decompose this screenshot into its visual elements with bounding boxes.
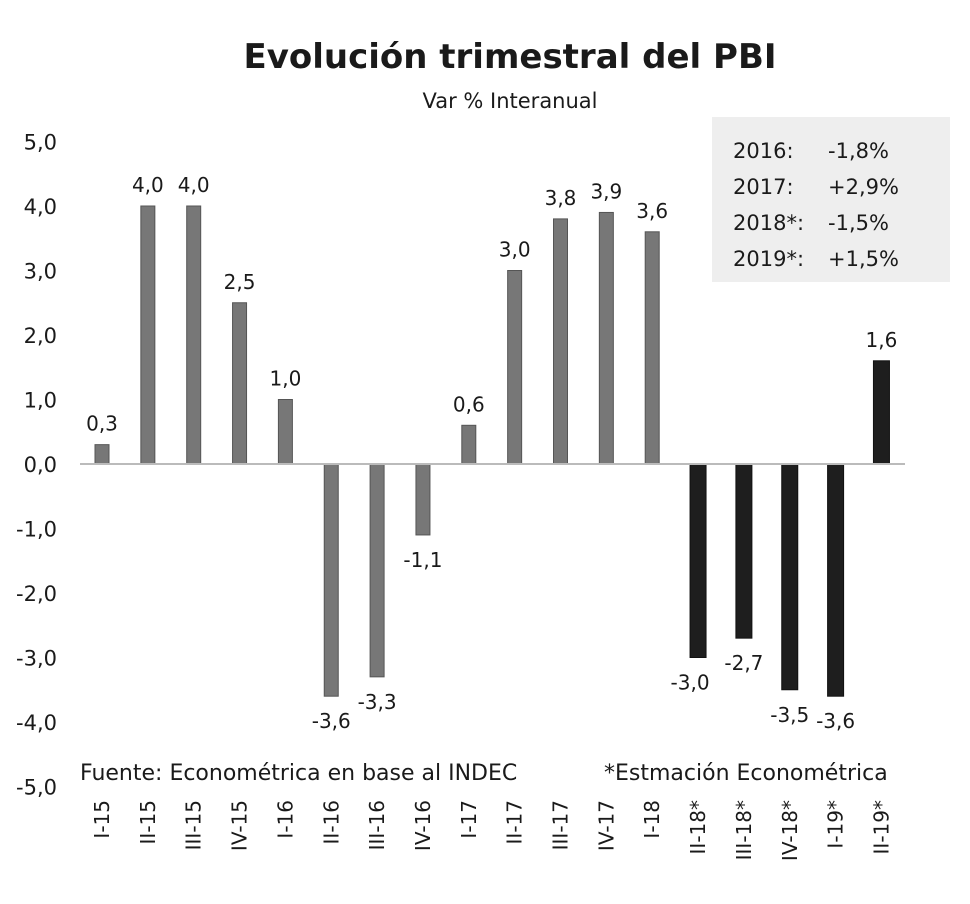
y-tick-label: 0,0 xyxy=(24,453,57,477)
data-label: -2,7 xyxy=(724,651,763,675)
x-tick-label: II-18* xyxy=(686,800,710,854)
data-label: -3,5 xyxy=(770,703,809,727)
bar-II-16 xyxy=(323,463,339,697)
bar-I-15 xyxy=(94,444,110,465)
annual-year: 2016: xyxy=(733,139,794,163)
annual-summary-box: 2016: -1,8% 2017: +2,9% 2018*: -1,5% 2019*: +1,… xyxy=(712,117,950,282)
x-tick-label: II-15 xyxy=(136,800,160,844)
chart-title: Evolución trimestral del PBI xyxy=(243,37,776,77)
data-label: 1,0 xyxy=(269,367,301,391)
annual-year: 2019*: xyxy=(733,247,804,271)
x-axis-ticks: I-15 II-15 III-15 IV-15 I-16 II-16 III-16 IV-16… xyxy=(90,800,893,861)
x-tick-label: I-15 xyxy=(90,800,114,839)
x-tick-label: I-18 xyxy=(640,800,664,839)
y-axis-ticks: 5,0 4,0 3,0 2,0 1,0 0,0 -1,0 -2,0 -3,0 -4,0 -5,0 xyxy=(16,131,57,800)
x-tick-label: IV-18* xyxy=(778,800,802,861)
data-labels: 0,3 4,0 4,0 2,5 1,0 -3,6 -3,3 -1,1 0,6 3,0 3,8 3,9 3… xyxy=(86,173,897,733)
x-tick-label: I-17 xyxy=(457,800,481,839)
x-tick-label: II-19* xyxy=(869,800,893,854)
annual-value: -1,5% xyxy=(828,211,889,235)
chart-subtitle: Var % Interanual xyxy=(422,89,597,113)
data-label: 0,3 xyxy=(86,412,118,436)
y-tick-label: 4,0 xyxy=(24,195,57,219)
bar-I-18 xyxy=(644,231,660,465)
x-tick-label: I-19* xyxy=(824,800,848,849)
source-note: Fuente: Econométrica en base al INDEC xyxy=(80,761,517,786)
data-label: -3,0 xyxy=(671,671,710,695)
bar-IV-16 xyxy=(415,463,431,536)
data-label: 2,5 xyxy=(224,270,256,294)
y-tick-label: 5,0 xyxy=(24,131,57,155)
x-tick-label: I-16 xyxy=(273,800,297,839)
data-label: 3,6 xyxy=(636,199,668,223)
x-tick-label: III-17 xyxy=(549,800,573,850)
annual-value: -1,8% xyxy=(828,139,889,163)
y-tick-label: -1,0 xyxy=(16,518,57,542)
data-label: 4,0 xyxy=(132,173,164,197)
data-label: 3,9 xyxy=(590,179,622,203)
data-label: -3,6 xyxy=(816,709,855,733)
bar-I-19* xyxy=(827,463,845,697)
y-tick-label: -5,0 xyxy=(16,776,57,800)
x-tick-label: III-16 xyxy=(365,800,389,850)
data-label: -1,1 xyxy=(403,548,442,572)
data-label: 1,6 xyxy=(866,328,898,352)
data-label: -3,6 xyxy=(312,709,351,733)
bar-IV-18* xyxy=(781,463,799,691)
annual-value: +1,5% xyxy=(828,247,899,271)
x-tick-label: IV-17 xyxy=(594,800,618,851)
bar-III-17 xyxy=(553,218,568,465)
bar-I-17 xyxy=(461,424,477,465)
bar-III-18* xyxy=(735,463,753,639)
bar-III-15 xyxy=(186,205,202,465)
estimate-note: *Estmación Econométrica xyxy=(604,761,888,786)
x-tick-label: III-15 xyxy=(182,800,206,850)
data-label: -3,3 xyxy=(358,690,397,714)
y-tick-label: 1,0 xyxy=(24,389,57,413)
y-tick-label: -4,0 xyxy=(16,711,57,735)
x-tick-label: IV-15 xyxy=(228,800,252,851)
data-label: 3,8 xyxy=(545,186,577,210)
y-tick-label: 2,0 xyxy=(24,324,57,348)
data-label: 3,0 xyxy=(499,238,531,262)
bar-I-16 xyxy=(277,399,293,465)
x-tick-label: II-17 xyxy=(503,800,527,844)
y-tick-label: -2,0 xyxy=(16,582,57,606)
data-label: 0,6 xyxy=(453,392,485,416)
x-tick-label: IV-16 xyxy=(411,800,435,851)
x-tick-label: II-16 xyxy=(319,800,343,844)
y-tick-label: 3,0 xyxy=(24,260,57,284)
x-tick-label: III-18* xyxy=(732,800,756,860)
bar-II-19* xyxy=(872,360,890,465)
bar-IV-17 xyxy=(598,211,614,465)
annual-year: 2018*: xyxy=(733,211,804,235)
bar-IV-15 xyxy=(232,302,248,465)
data-label: 4,0 xyxy=(178,173,210,197)
annual-year: 2017: xyxy=(733,175,794,199)
bar-III-16 xyxy=(369,463,385,678)
y-tick-label: -3,0 xyxy=(16,647,57,671)
annual-value: +2,9% xyxy=(828,175,899,199)
bar-II-18* xyxy=(689,463,707,658)
bar-II-17 xyxy=(507,270,523,465)
bar-II-15 xyxy=(140,205,156,465)
